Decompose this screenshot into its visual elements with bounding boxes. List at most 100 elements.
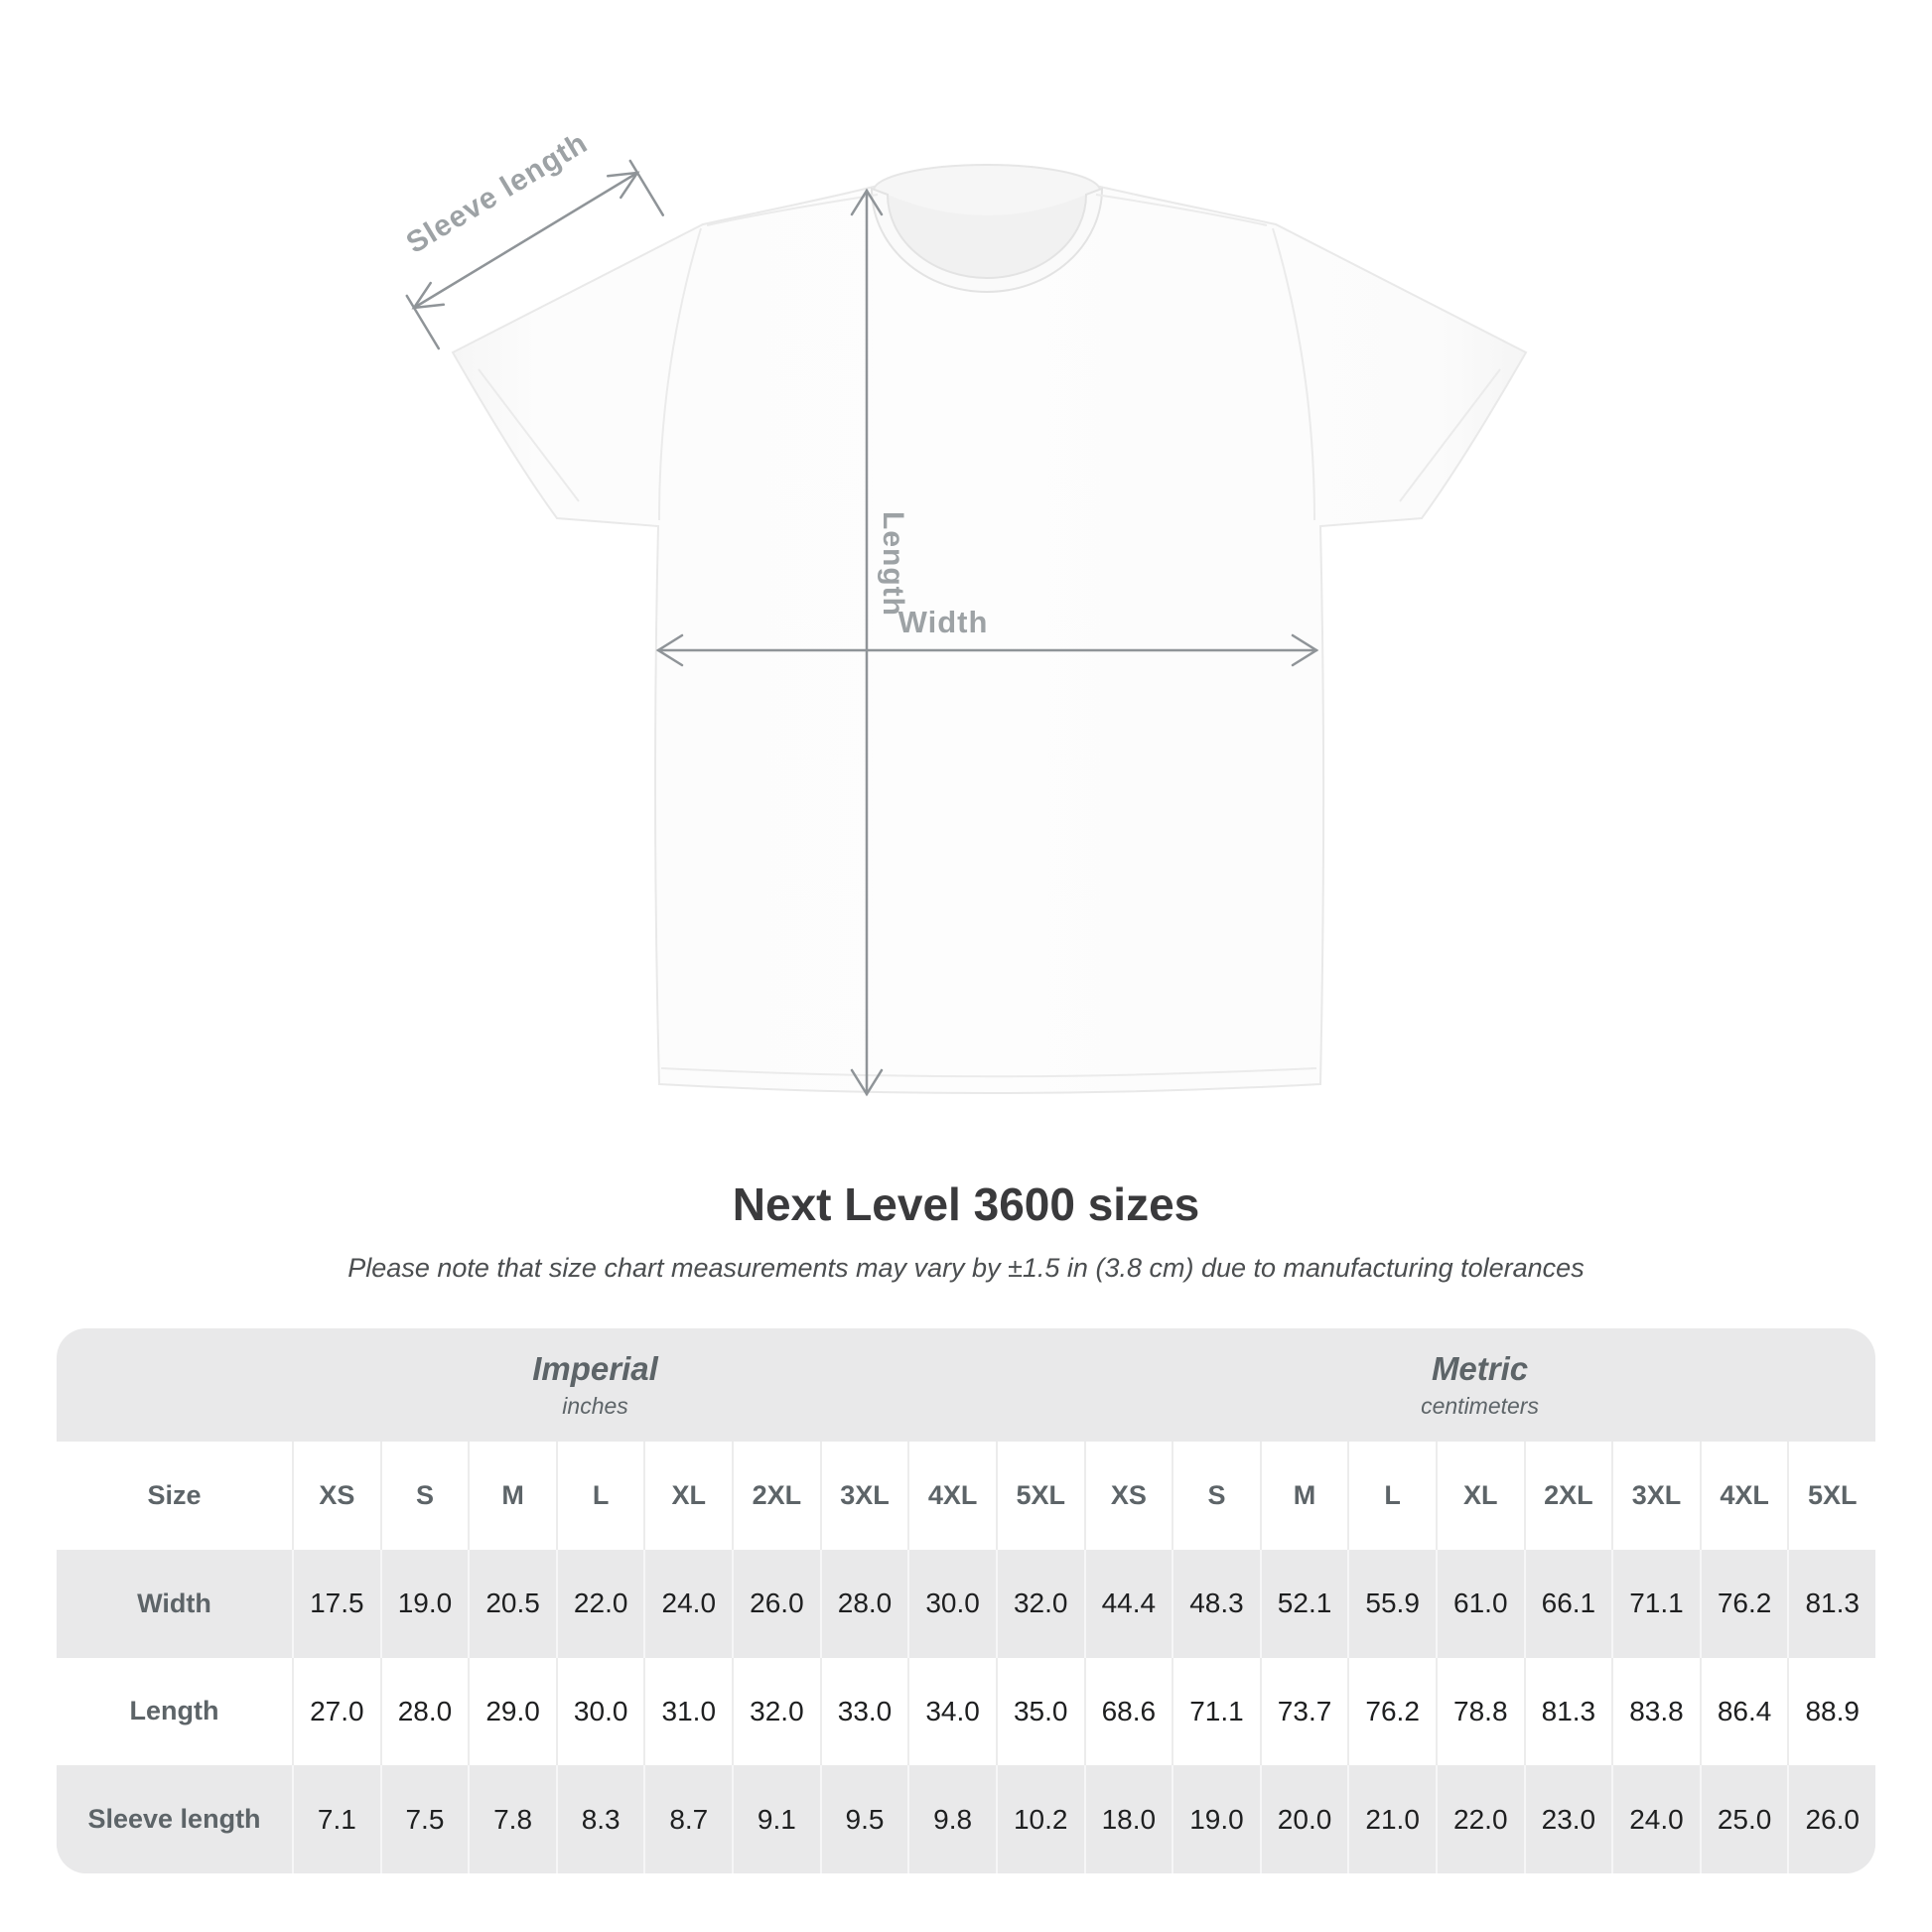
table-cell: 71.1 [1172, 1657, 1260, 1766]
table-cell: L [555, 1442, 644, 1550]
table-cell: 81.3 [1787, 1549, 1875, 1658]
table-cell: 44.4 [1083, 1549, 1173, 1658]
table-cell: 19.0 [379, 1549, 469, 1658]
length-dimension-arrow [850, 188, 884, 1097]
tshirt-illustration [451, 164, 1528, 1094]
table-cell: 30.0 [555, 1657, 644, 1766]
table-cell: 73.7 [1259, 1657, 1348, 1766]
row-label: Width [137, 1587, 211, 1618]
table-cell: 8.3 [555, 1765, 644, 1873]
table-cell: 18.0 [1083, 1765, 1173, 1873]
imperial-size-headers: XS S M L XL 2XL 3XL 4XL 5XL [292, 1442, 1083, 1550]
width-dimension-arrow [655, 633, 1319, 667]
table-header-row: Size XS S M L XL 2XL 3XL 4XL 5XL XS S M L XL 2XL 3XL 4X… [57, 1442, 1875, 1550]
neck-opening [888, 195, 1086, 278]
table-cell: 31.0 [643, 1657, 732, 1766]
tshirt-diagram [405, 159, 1528, 1097]
sleeve-metric-values: 18.0 19.0 20.0 21.0 22.0 23.0 24.0 25.0 26.0 [1083, 1765, 1875, 1873]
unit-group-imperial: Imperial inches [57, 1328, 1084, 1442]
table-cell: 17.5 [292, 1549, 380, 1658]
collar-band [870, 187, 1104, 293]
table-cell: 7.8 [468, 1765, 556, 1873]
table-cell: 21.0 [1347, 1765, 1436, 1873]
table-cell: 78.8 [1435, 1657, 1524, 1766]
table-row-length: Length 27.0 28.0 29.0 30.0 31.0 32.0 33.0 34.0 3… [57, 1657, 1875, 1766]
table-cell: 20.5 [468, 1549, 556, 1658]
length-imperial-values: 27.0 28.0 29.0 30.0 31.0 32.0 33.0 34.0 35.0 [292, 1657, 1083, 1766]
row-label: Sleeve length [87, 1804, 261, 1835]
table-cell: 34.0 [907, 1657, 996, 1766]
size-table: Imperial inches Metric centimeters Size … [57, 1328, 1875, 1873]
unit-group-metric: Metric centimeters [1084, 1328, 1875, 1442]
table-cell: 88.9 [1787, 1657, 1875, 1766]
table-cell: XS [1083, 1442, 1173, 1550]
table-cell: 22.0 [1435, 1765, 1524, 1873]
table-cell: 48.3 [1172, 1549, 1260, 1658]
table-cell: 33.0 [819, 1657, 908, 1766]
imperial-heading: Imperial [532, 1350, 658, 1387]
shirt-seams [478, 194, 1501, 1078]
table-cell: 20.0 [1259, 1765, 1348, 1873]
table-cell: 8.7 [643, 1765, 732, 1873]
length-label: Length [877, 511, 909, 617]
table-cell: M [468, 1442, 556, 1550]
table-cell: S [1172, 1442, 1260, 1550]
table-cell: 71.1 [1611, 1549, 1700, 1658]
table-cell: 5XL [995, 1442, 1084, 1550]
table-cell: 26.0 [732, 1549, 820, 1658]
metric-unit: centimeters [1421, 1393, 1539, 1419]
table-cell: 81.3 [1523, 1657, 1612, 1766]
table-cell: 55.9 [1347, 1549, 1436, 1658]
table-cell: XL [643, 1442, 732, 1550]
table-cell: 86.4 [1699, 1657, 1788, 1766]
table-cell: L [1347, 1442, 1436, 1550]
table-cell: 28.0 [819, 1549, 908, 1658]
table-cell: 25.0 [1699, 1765, 1788, 1873]
table-cell: 5XL [1787, 1442, 1875, 1550]
table-row-width: Width 17.5 19.0 20.5 22.0 24.0 26.0 28.0 30.0 32… [57, 1549, 1875, 1658]
table-cell: 4XL [1699, 1442, 1788, 1550]
table-cell: 30.0 [907, 1549, 996, 1658]
table-cell: 10.2 [995, 1765, 1084, 1873]
table-cell: 24.0 [643, 1549, 732, 1658]
table-cell: 76.2 [1699, 1549, 1788, 1658]
table-cell: 29.0 [468, 1657, 556, 1766]
row-label: Length [129, 1696, 219, 1726]
table-cell: 19.0 [1172, 1765, 1260, 1873]
table-cell: 83.8 [1611, 1657, 1700, 1766]
metric-size-headers: XS S M L XL 2XL 3XL 4XL 5XL [1083, 1442, 1875, 1550]
metric-heading: Metric [1431, 1350, 1529, 1387]
table-cell: 28.0 [379, 1657, 469, 1766]
table-cell: 7.1 [292, 1765, 380, 1873]
table-cell: 68.6 [1083, 1657, 1173, 1766]
sleeve-length-dimension-arrow [405, 159, 665, 350]
table-cell: 9.5 [819, 1765, 908, 1873]
table-cell: 27.0 [292, 1657, 380, 1766]
table-cell: 2XL [1523, 1442, 1612, 1550]
table-cell: 26.0 [1787, 1765, 1875, 1873]
table-cell: 52.1 [1259, 1549, 1348, 1658]
length-metric-values: 68.6 71.1 73.7 76.2 78.8 81.3 83.8 86.4 88.9 [1083, 1657, 1875, 1766]
table-cell: 66.1 [1523, 1549, 1612, 1658]
table-cell: XL [1435, 1442, 1524, 1550]
table-cell: 3XL [1611, 1442, 1700, 1550]
table-cell: 61.0 [1435, 1549, 1524, 1658]
table-cell: 9.8 [907, 1765, 996, 1873]
table-cell: XS [292, 1442, 380, 1550]
size-column-header: Size [147, 1479, 202, 1510]
page-title: Next Level 3600 sizes [732, 1178, 1200, 1230]
table-cell: 32.0 [732, 1657, 820, 1766]
width-imperial-values: 17.5 19.0 20.5 22.0 24.0 26.0 28.0 30.0 32.0 [292, 1549, 1084, 1658]
page-subtitle: Please note that size chart measurements… [347, 1253, 1585, 1283]
table-cell: 32.0 [995, 1549, 1084, 1658]
table-cell: 4XL [907, 1442, 996, 1550]
table-cell: 22.0 [555, 1549, 644, 1658]
table-cell: S [379, 1442, 469, 1550]
table-cell: 23.0 [1523, 1765, 1612, 1873]
table-cell: 3XL [819, 1442, 908, 1550]
table-cell: 2XL [732, 1442, 820, 1550]
table-cell: 76.2 [1347, 1657, 1436, 1766]
sleeve-imperial-values: 7.1 7.5 7.8 8.3 8.7 9.1 9.5 9.8 10.2 [292, 1765, 1083, 1873]
table-cell: 24.0 [1611, 1765, 1700, 1873]
width-metric-values: 44.4 48.3 52.1 55.9 61.0 66.1 71.1 76.2 81.3 [1083, 1549, 1875, 1658]
